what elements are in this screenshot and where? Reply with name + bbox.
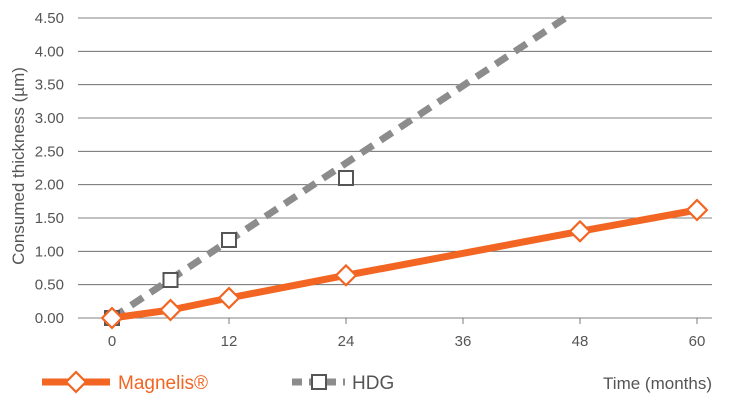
- legend-item-hdg: HDG: [292, 373, 394, 394]
- y-axis-ticks: 0.00 0.50 1.00 1.50 2.00 2.50 3.00 3.50 4.00 4.50: [35, 10, 64, 327]
- legend-hdg-square-icon: [311, 374, 327, 390]
- x-tick-label-5: 60: [689, 333, 706, 350]
- x-tick-label-0: 0: [108, 333, 116, 350]
- legend-magnelis-label: Magnelis®: [118, 373, 208, 394]
- legend-magnelis-diamond-icon: [64, 370, 88, 394]
- y-tick-label-9: 4.50: [35, 10, 64, 27]
- y-tick-label-0: 0.00: [35, 310, 64, 327]
- y-tick-label-7: 3.50: [35, 77, 64, 94]
- y-tick-label-8: 4.00: [35, 43, 64, 60]
- series-layer: [100, 15, 709, 330]
- x-tick-label-3: 36: [455, 333, 472, 350]
- x-tick-label-4: 48: [572, 333, 589, 350]
- magnelis-point-5: [685, 198, 709, 222]
- hdg-point-3: [338, 170, 354, 186]
- legend-item-magnelis: Magnelis®: [42, 370, 208, 394]
- legend-hdg-label: HDG: [352, 373, 394, 394]
- x-axis-ticks: 0 12 24 36 48 60: [108, 318, 706, 350]
- y-tick-label-3: 1.50: [35, 210, 64, 227]
- legend: Magnelis® HDG: [42, 370, 394, 394]
- y-tick-label-5: 2.50: [35, 143, 64, 160]
- magnelis-point-3: [334, 263, 358, 287]
- y-tick-label-2: 1.00: [35, 243, 64, 260]
- hdg-point-1: [162, 272, 179, 288]
- magnelis-point-0: [100, 306, 124, 330]
- y-tick-label-1: 0.50: [35, 277, 64, 294]
- x-tick-label-2: 24: [338, 333, 355, 350]
- gridlines: [78, 17, 712, 319]
- hdg-point-2: [221, 232, 237, 248]
- x-tick-label-1: 12: [221, 333, 238, 350]
- magnelis-point-1: [159, 298, 182, 322]
- y-tick-label-6: 3.00: [35, 110, 64, 127]
- magnelis-point-4: [568, 219, 592, 243]
- x-axis-label: Time (months): [603, 374, 712, 393]
- y-axis-label: Consumed thickness (µm): [9, 67, 28, 265]
- y-tick-label-4: 2.00: [35, 177, 64, 194]
- magnelis-point-2: [217, 286, 241, 310]
